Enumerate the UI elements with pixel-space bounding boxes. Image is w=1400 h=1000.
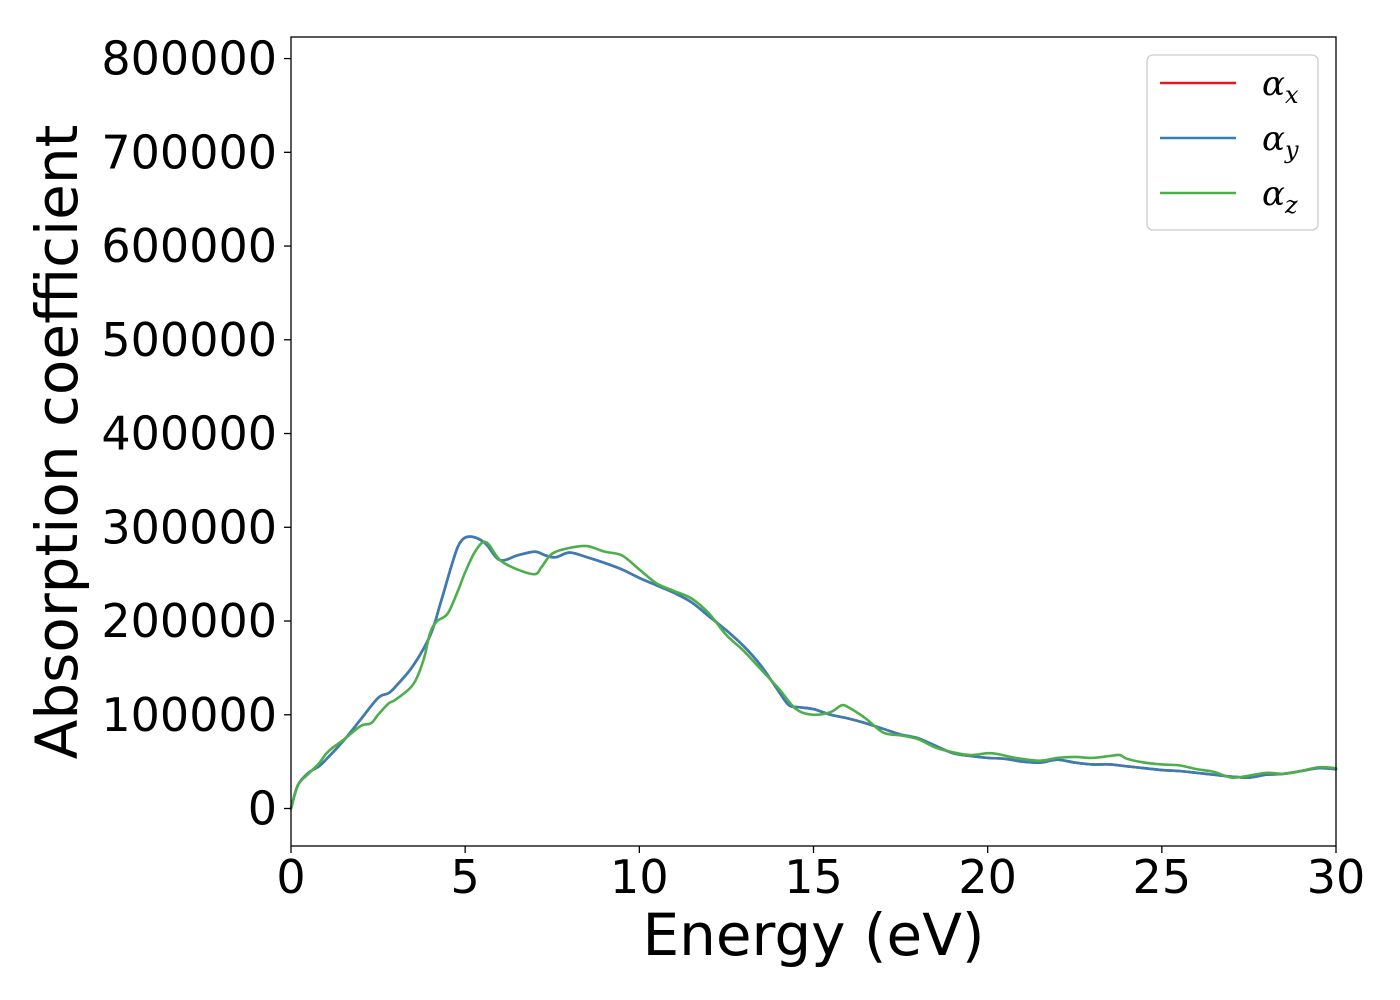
x-tick-label: 25: [1133, 850, 1192, 904]
x-tick-label: 10: [610, 850, 669, 904]
y-tick-label: 0: [248, 782, 277, 836]
y-tick-label: 400000: [101, 407, 277, 461]
y-tick-label: 300000: [101, 500, 277, 554]
y-axis: 0 100000 200000 300000 400000 500000 600000 700…: [101, 32, 291, 836]
x-tick-label: 5: [451, 850, 480, 904]
legend-label-z: αz: [1262, 174, 1298, 219]
x-tick-label: 15: [784, 850, 843, 904]
y-tick-label: 500000: [101, 313, 277, 367]
legend-label-base: α: [1262, 64, 1285, 104]
legend-label-subscript: z: [1284, 191, 1298, 219]
x-axis-label: Energy (eV): [642, 901, 984, 969]
y-tick-label: 100000: [101, 688, 277, 742]
y-tick-label: 200000: [101, 594, 277, 648]
legend-label-subscript: x: [1285, 81, 1299, 109]
y-tick-label: 700000: [101, 125, 277, 179]
y-tick-label: 600000: [101, 219, 277, 273]
legend-box: [1146, 54, 1319, 231]
series-lines: [289, 535, 1338, 810]
x-axis: 0 5 10 15 20 25 30: [276, 846, 1365, 904]
x-tick-label: 20: [958, 850, 1017, 904]
x-tick-label: 0: [276, 850, 305, 904]
legend-label-subscript: y: [1284, 136, 1299, 164]
series-line-z: [289, 540, 1338, 810]
legend-label-y: αy: [1262, 119, 1299, 164]
legend-label-base: α: [1262, 174, 1285, 214]
x-tick-label: 30: [1307, 850, 1366, 904]
legend-label-base: α: [1262, 119, 1285, 159]
y-axis-label: Absorption coefficient: [23, 125, 91, 760]
y-tick-label: 800000: [101, 32, 277, 86]
legend-label-x: αx: [1262, 64, 1299, 109]
